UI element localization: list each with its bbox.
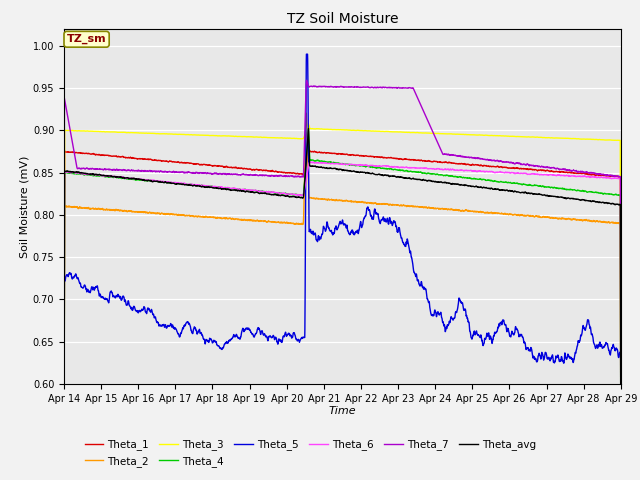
Y-axis label: Soil Moisture (mV): Soil Moisture (mV) — [20, 155, 30, 258]
Title: TZ Soil Moisture: TZ Soil Moisture — [287, 12, 398, 26]
Text: TZ_sm: TZ_sm — [67, 34, 106, 44]
X-axis label: Time: Time — [328, 407, 356, 417]
Legend: Theta_1, Theta_2, Theta_3, Theta_4, Theta_5, Theta_6, Theta_7, Theta_avg: Theta_1, Theta_2, Theta_3, Theta_4, Thet… — [81, 435, 541, 471]
